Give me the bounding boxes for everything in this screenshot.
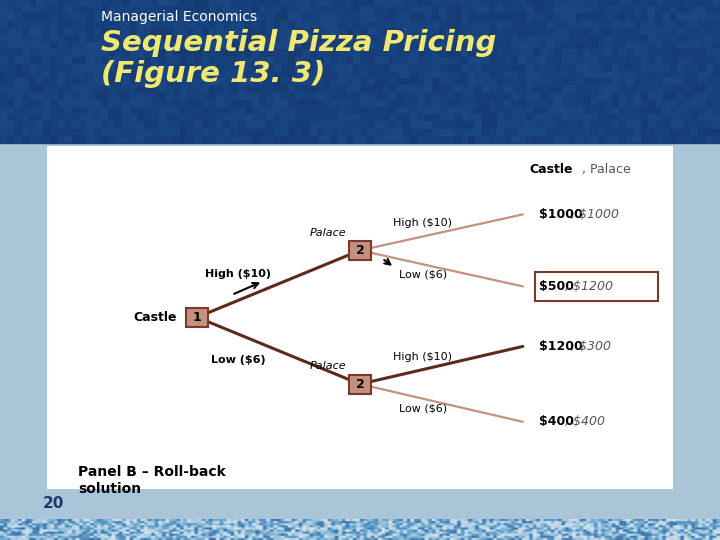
Text: Sequential Pizza Pricing
(Figure 13. 3): Sequential Pizza Pricing (Figure 13. 3) bbox=[101, 29, 496, 88]
Text: 2: 2 bbox=[356, 244, 364, 257]
Text: , $300: , $300 bbox=[571, 340, 611, 353]
Text: 1: 1 bbox=[193, 310, 202, 324]
Bar bbox=[186, 308, 208, 327]
Text: High ($10): High ($10) bbox=[393, 352, 452, 362]
Text: High ($10): High ($10) bbox=[205, 269, 271, 279]
Text: Low ($6): Low ($6) bbox=[399, 269, 446, 279]
Text: , $400: , $400 bbox=[564, 415, 605, 428]
Text: Low ($6): Low ($6) bbox=[210, 355, 265, 365]
Text: Panel B – Roll-back
solution: Panel B – Roll-back solution bbox=[78, 465, 226, 496]
Text: High ($10): High ($10) bbox=[393, 218, 452, 228]
Text: 2: 2 bbox=[356, 377, 364, 390]
Bar bbox=[349, 241, 371, 260]
Text: $1000: $1000 bbox=[539, 208, 582, 221]
Text: Castle: Castle bbox=[133, 310, 177, 324]
Text: Low ($6): Low ($6) bbox=[399, 403, 446, 413]
Bar bbox=[349, 375, 371, 394]
Text: Palace: Palace bbox=[310, 227, 346, 238]
Text: $1200: $1200 bbox=[539, 340, 582, 353]
Text: 20: 20 bbox=[43, 496, 65, 510]
Text: , $1200: , $1200 bbox=[564, 280, 613, 293]
Text: Castle: Castle bbox=[529, 163, 572, 176]
Text: Palace: Palace bbox=[310, 361, 346, 372]
Text: $400: $400 bbox=[539, 415, 574, 428]
Bar bbox=[536, 272, 657, 301]
Text: $500: $500 bbox=[539, 280, 574, 293]
Text: , Palace: , Palace bbox=[582, 163, 631, 176]
Text: Managerial Economics: Managerial Economics bbox=[101, 10, 257, 24]
Text: , $1000: , $1000 bbox=[571, 208, 619, 221]
